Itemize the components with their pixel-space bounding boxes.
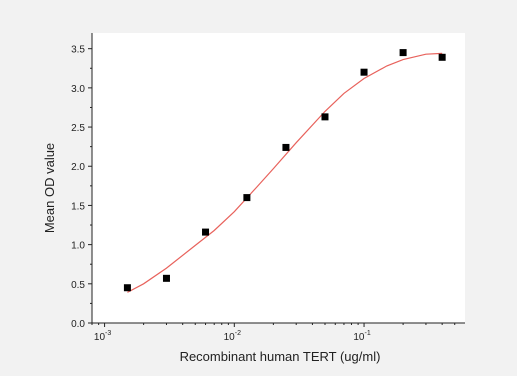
y-axis: 0.0 0.5 1.0 1.5 2.0 2.5 3.0 3.5 [71, 33, 93, 330]
plot-area [92, 33, 465, 323]
data-point [282, 143, 290, 151]
data-point [321, 113, 329, 121]
x-tick-label: 10-1 [353, 330, 370, 343]
y-tick-label: 2.5 [71, 123, 85, 134]
y-axis-label: Mean OD value [42, 143, 57, 233]
x-axis-label: Recombinant human TERT (ug/ml) [180, 349, 381, 364]
data-point [202, 228, 210, 236]
y-tick-label: 3.5 [71, 45, 85, 56]
x-tick-label: 10-2 [224, 330, 241, 343]
x-tick-label: 10-3 [94, 330, 111, 343]
data-point [123, 284, 131, 292]
y-tick-label: 1.5 [71, 201, 85, 212]
fit-curve-group [127, 52, 443, 293]
fit-curve [127, 52, 443, 293]
y-tick-label: 2.0 [71, 162, 85, 173]
data-point [243, 194, 251, 202]
x-axis: 10-3 10-2 10-1 [91, 322, 465, 343]
data-point [360, 68, 368, 76]
y-tick-label: 0.0 [71, 319, 85, 330]
data-point [399, 49, 407, 57]
y-tick-label: 0.5 [71, 280, 85, 291]
y-tick-label: 1.0 [71, 241, 85, 252]
data-points-group [123, 49, 446, 292]
data-point [438, 53, 446, 61]
data-point [162, 274, 170, 282]
y-tick-label: 3.0 [71, 84, 85, 95]
